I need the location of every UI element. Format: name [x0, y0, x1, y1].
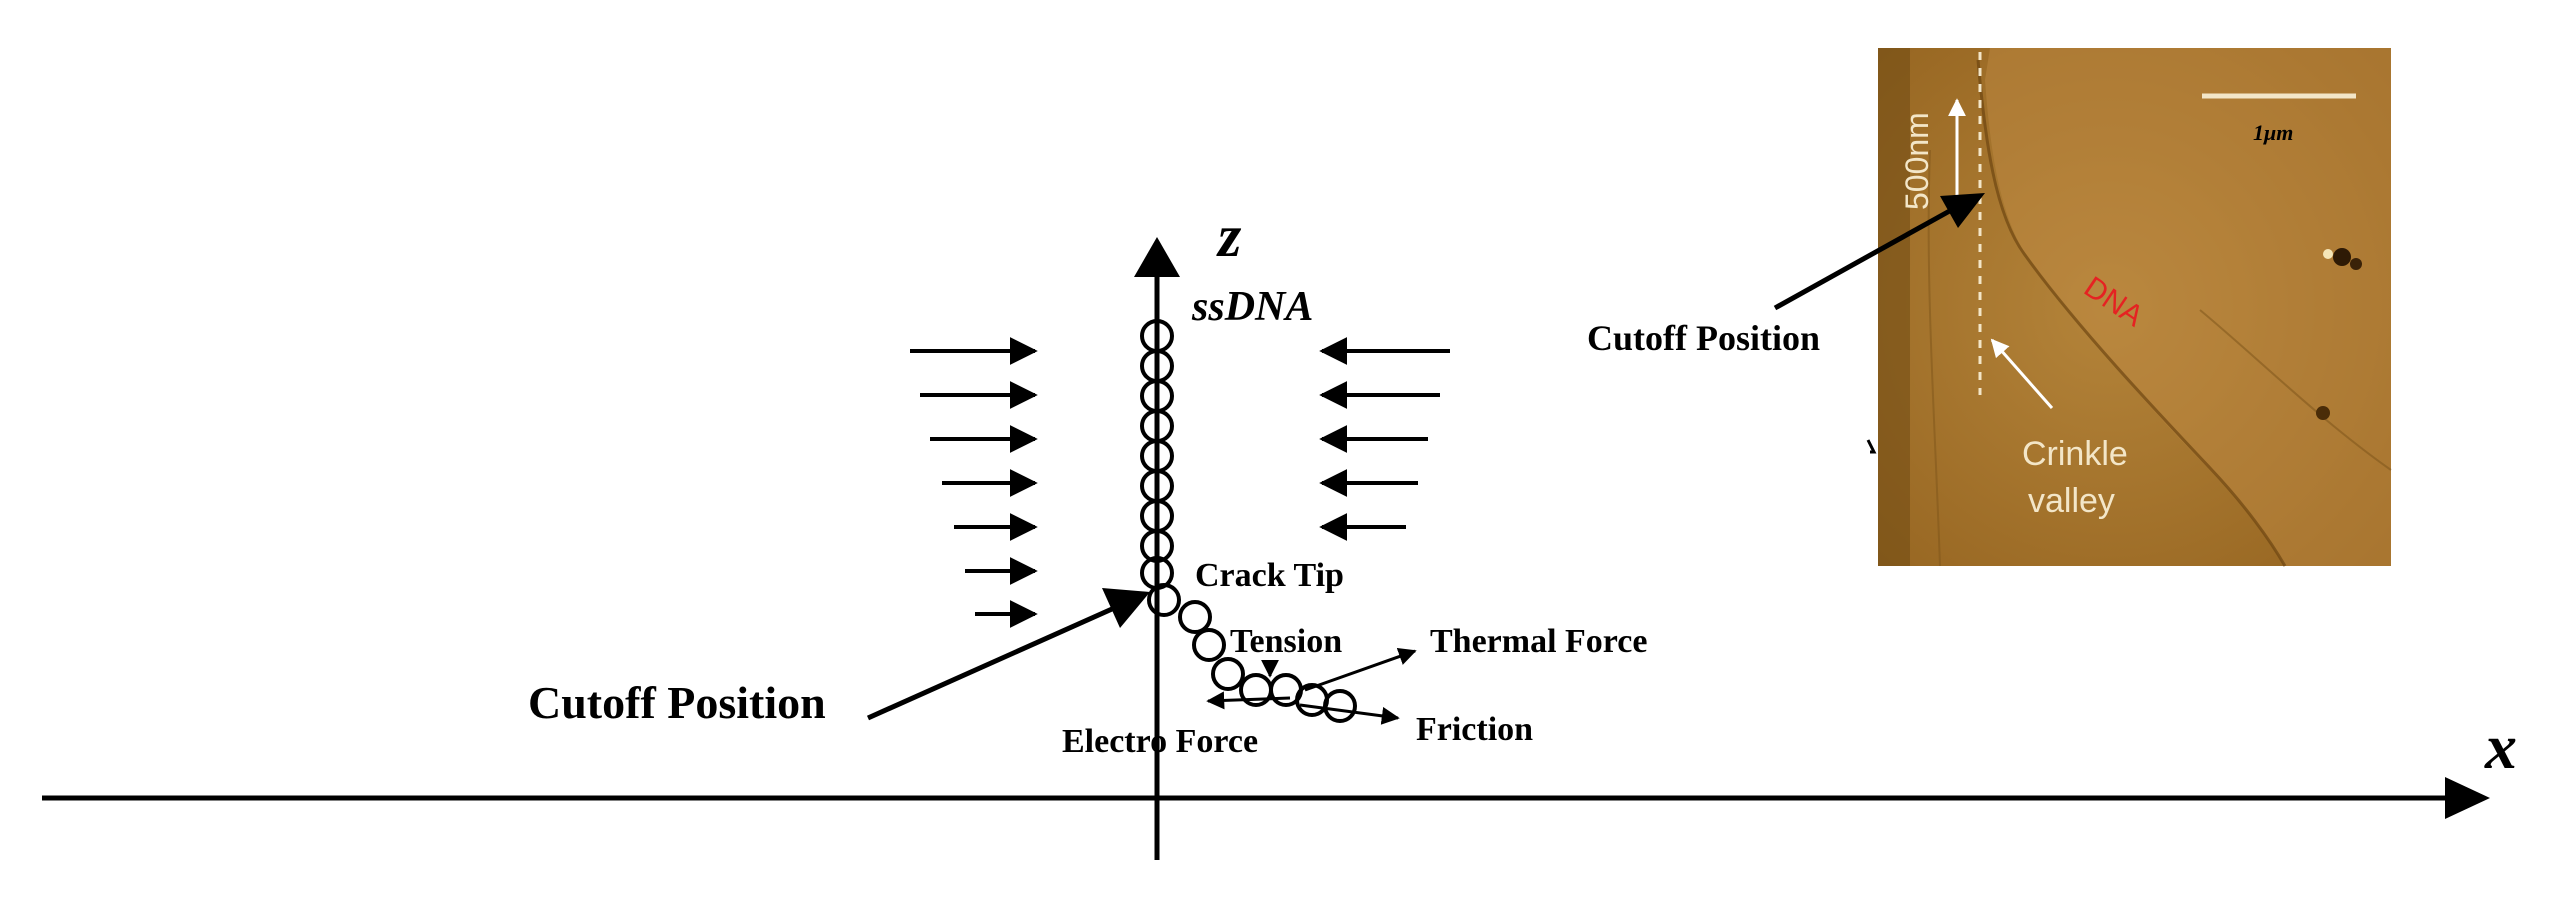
x-axis-label: x — [2484, 711, 2517, 782]
cutoff-position-label: Cutoff Position — [528, 677, 826, 728]
x-axis — [42, 777, 2490, 819]
z-axis — [1134, 237, 1180, 860]
left-flow-arrows — [910, 337, 1038, 628]
length-label: 500nm — [1899, 112, 1935, 210]
friction-label: Friction — [1416, 711, 1533, 748]
right-flow-arrows — [1319, 337, 1450, 541]
friction-arrow — [1299, 703, 1400, 725]
ssdna-label: ssDNA — [1191, 284, 1313, 330]
crinkle-label-line1: Crinkle — [2022, 435, 2128, 473]
electro-force-arrow — [1206, 691, 1291, 710]
cutoff-arrow-inset — [1773, 193, 1985, 311]
thermal-force-label: Thermal Force — [1430, 623, 1647, 660]
crack-tip-label: Crack Tip — [1195, 557, 1344, 594]
crinkle-label-line2: valley — [2028, 482, 2115, 520]
afm-inset-background — [1878, 48, 2391, 566]
stray-mark — [1866, 439, 1877, 454]
cutoff-arrow-main — [866, 588, 1150, 721]
electro-force-label: Electro Force — [1062, 723, 1258, 760]
cutoff-position-inset-label: Cutoff Position — [1587, 318, 1820, 358]
z-axis-label: z — [1216, 203, 1242, 269]
afm-inset: 1μm 500nm DNA Crinkle valley — [1878, 48, 2392, 567]
thermal-force-arrow — [1304, 647, 1417, 692]
ssdna-chain — [1140, 319, 1357, 723]
tension-label: Tension — [1230, 623, 1342, 660]
scale-bar-label: 1μm — [2253, 120, 2293, 145]
crinkle-pointer-arrow — [1990, 338, 2054, 409]
